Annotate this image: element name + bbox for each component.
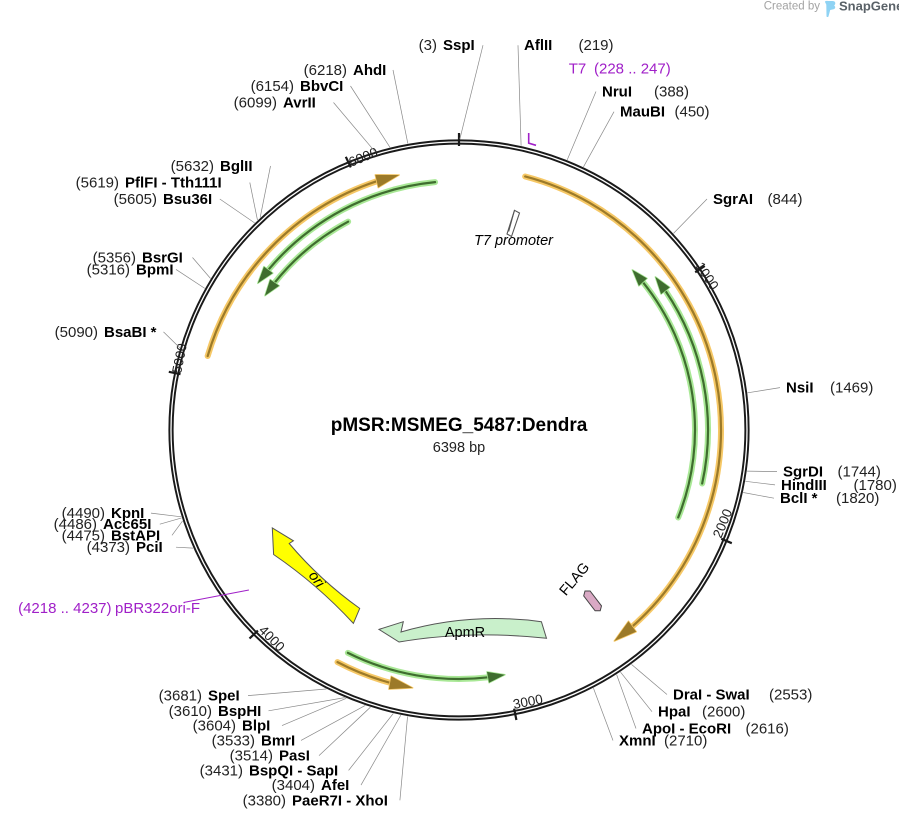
svg-text:(3610): (3610) xyxy=(169,703,212,720)
svg-text:ApmR: ApmR xyxy=(445,625,485,641)
svg-text:T7: T7 xyxy=(569,60,587,77)
svg-text:(219): (219) xyxy=(579,37,614,54)
svg-text:(2710): (2710) xyxy=(664,733,707,750)
svg-text:(5619): (5619) xyxy=(76,175,119,192)
svg-text:(388): (388) xyxy=(654,84,689,101)
svg-text:(450): (450) xyxy=(675,104,710,121)
svg-text:(6154): (6154) xyxy=(251,78,294,95)
svg-text:(5356): (5356) xyxy=(93,250,136,267)
svg-text:AhdI: AhdI xyxy=(353,62,386,79)
svg-text:XmnI: XmnI xyxy=(619,733,656,750)
svg-text:(5090): (5090) xyxy=(55,324,98,341)
svg-text:PaeR7I - XhoI: PaeR7I - XhoI xyxy=(292,792,388,809)
svg-text:(2553): (2553) xyxy=(769,687,812,704)
svg-text:BbvCI: BbvCI xyxy=(300,78,343,95)
svg-text:BglII: BglII xyxy=(220,158,253,175)
svg-text:KpnI: KpnI xyxy=(111,505,144,522)
svg-text:(2600): (2600) xyxy=(702,704,745,721)
svg-text:NruI: NruI xyxy=(602,84,632,101)
svg-text:BspHI: BspHI xyxy=(218,703,261,720)
svg-text:6000: 6000 xyxy=(346,144,379,169)
svg-text:pBR322ori-F: pBR322ori-F xyxy=(115,600,200,617)
svg-text:NsiI: NsiI xyxy=(786,380,814,397)
svg-text:BclI *: BclI * xyxy=(780,490,818,507)
svg-text:Created by: Created by xyxy=(764,1,821,13)
svg-text:(3404): (3404) xyxy=(272,777,315,794)
svg-text:MauBI: MauBI xyxy=(620,104,665,121)
svg-text:SspI: SspI xyxy=(443,37,475,54)
svg-text:(228 .. 247): (228 .. 247) xyxy=(594,60,671,77)
svg-text:BmrI: BmrI xyxy=(261,732,295,749)
svg-text:SgrAI: SgrAI xyxy=(713,191,753,208)
svg-text:(3514): (3514) xyxy=(230,748,273,765)
svg-text:BlpI: BlpI xyxy=(242,718,270,735)
svg-text:(3533): (3533) xyxy=(212,732,255,749)
svg-text:PflFI - Tth111I: PflFI - Tth111I xyxy=(125,175,222,192)
svg-text:(3380): (3380) xyxy=(243,792,286,809)
svg-text:(1820): (1820) xyxy=(836,490,879,507)
svg-text:pMSR:MSMEG_5487:Dendra: pMSR:MSMEG_5487:Dendra xyxy=(331,415,588,436)
svg-text:PasI: PasI xyxy=(279,748,310,765)
svg-text:(3604): (3604) xyxy=(193,718,236,735)
svg-text:SnapGene: SnapGene xyxy=(839,0,899,13)
svg-text:(4490): (4490) xyxy=(62,505,105,522)
svg-text:BspQI - SapI: BspQI - SapI xyxy=(249,762,338,779)
svg-text:DraI - SwaI: DraI - SwaI xyxy=(673,687,750,704)
svg-text:(4218 .. 4237): (4218 .. 4237) xyxy=(18,600,111,617)
svg-text:(3): (3) xyxy=(419,37,437,54)
svg-text:AvrII: AvrII xyxy=(283,95,316,112)
svg-text:AfeI: AfeI xyxy=(321,777,349,794)
svg-text:T7 promoter: T7 promoter xyxy=(474,233,554,249)
svg-text:(1469): (1469) xyxy=(830,380,873,397)
svg-text:BsaBI *: BsaBI * xyxy=(104,324,157,341)
svg-text:1000: 1000 xyxy=(693,259,722,292)
svg-text:(6218): (6218) xyxy=(304,62,347,79)
svg-text:(6099): (6099) xyxy=(234,95,277,112)
svg-text:AflII: AflII xyxy=(524,37,552,54)
svg-text:SpeI: SpeI xyxy=(208,688,240,705)
svg-text:(5632): (5632) xyxy=(171,158,214,175)
svg-text:(3431): (3431) xyxy=(200,762,243,779)
svg-text:(2616): (2616) xyxy=(746,721,789,738)
svg-text:6398 bp: 6398 bp xyxy=(433,440,485,456)
svg-text:5000: 5000 xyxy=(169,342,190,374)
svg-text:(5605): (5605) xyxy=(114,191,157,208)
svg-text:HpaI: HpaI xyxy=(658,704,691,721)
svg-text:(844): (844) xyxy=(768,191,803,208)
svg-text:BsrGI: BsrGI xyxy=(142,250,183,267)
svg-text:Bsu36I: Bsu36I xyxy=(163,191,212,208)
svg-text:(3681): (3681) xyxy=(159,688,202,705)
